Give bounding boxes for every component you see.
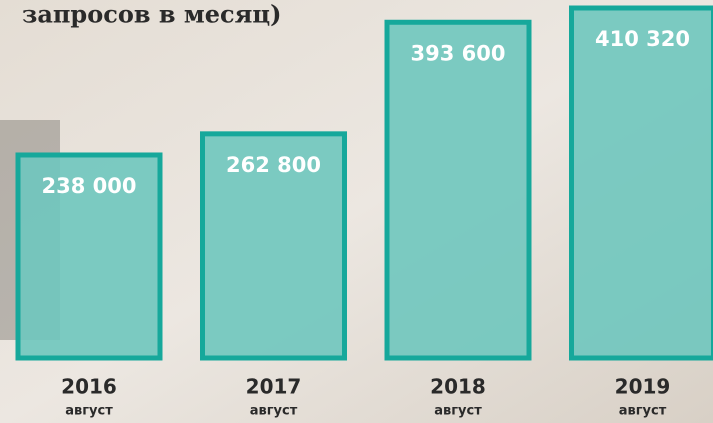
chart-title: запросов в месяц)	[22, 0, 281, 29]
bar	[569, 5, 713, 361]
x-tick-label: 2017	[246, 375, 302, 399]
x-tick-label: 2018	[430, 375, 486, 399]
bar	[200, 131, 347, 361]
value-label: 238 000	[42, 174, 137, 198]
x-tick-label: 2019	[615, 375, 671, 399]
value-label: 410 320	[595, 27, 690, 51]
x-tick-label: 2016	[61, 375, 117, 399]
x-sublabel: август	[250, 404, 298, 419]
x-sublabel: август	[619, 404, 667, 419]
bar	[15, 152, 163, 361]
bar	[384, 19, 532, 361]
value-label: 262 800	[226, 153, 321, 177]
value-label: 393 600	[411, 41, 506, 65]
x-sublabel: август	[434, 404, 482, 419]
x-sublabel: август	[65, 404, 113, 419]
